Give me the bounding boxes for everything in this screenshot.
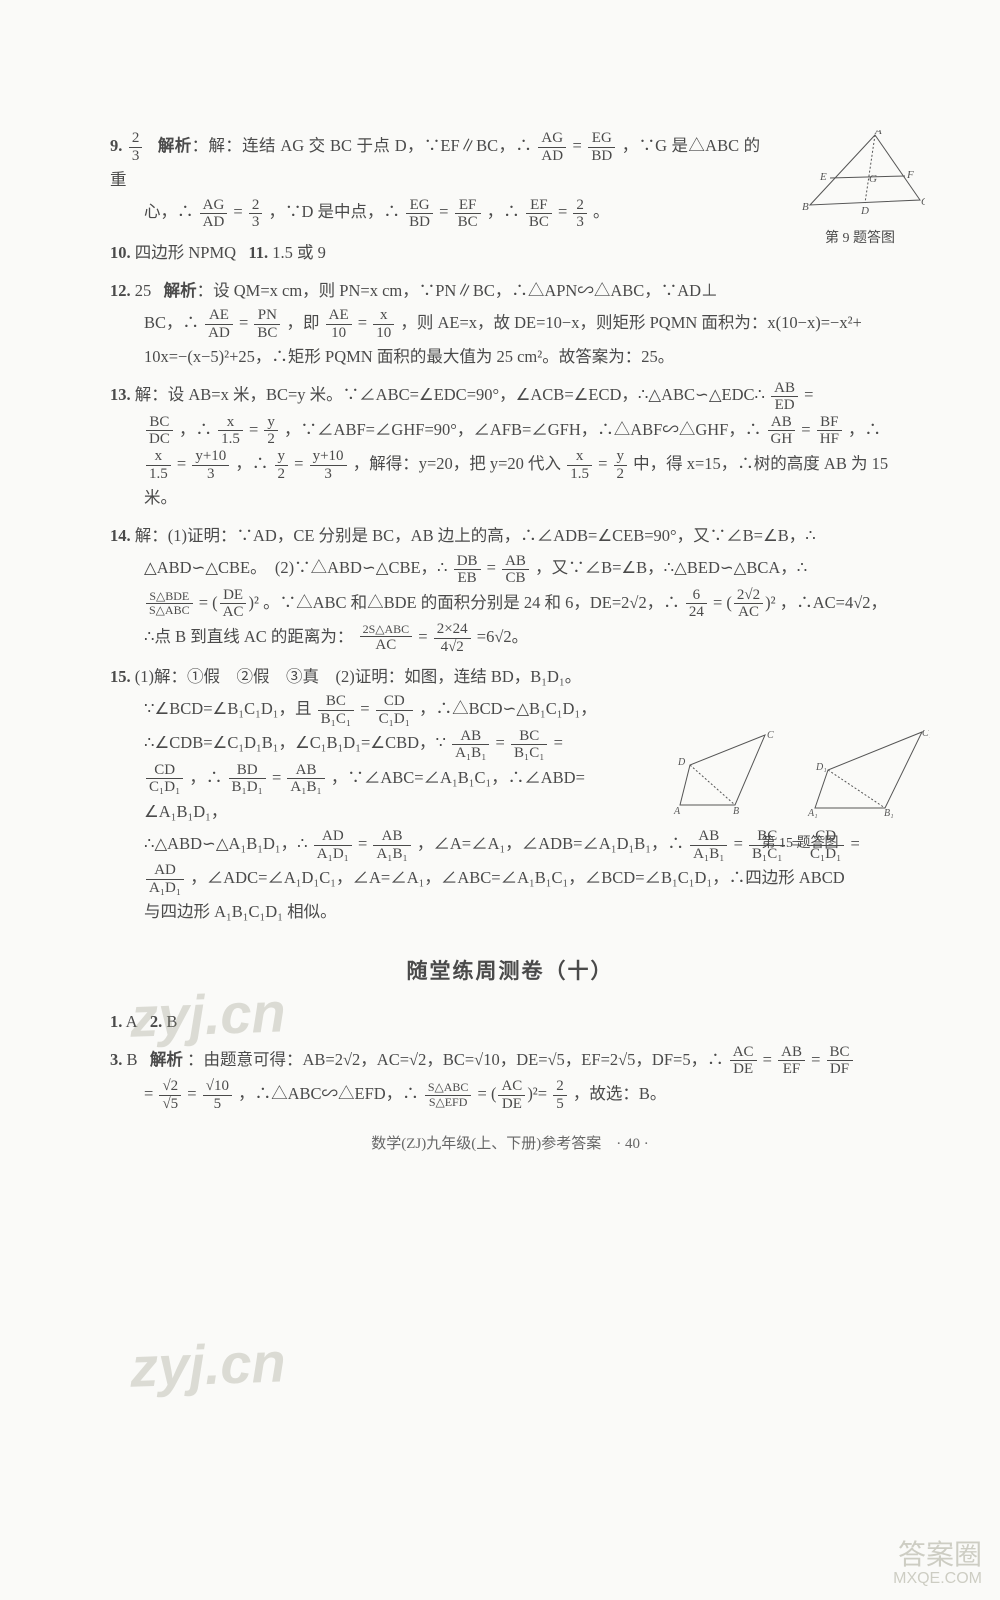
section-title: 随堂练周测卷（十）	[110, 951, 910, 992]
corner-watermark: 答案圈 MXQE.COM	[893, 1540, 982, 1588]
corner-line2: MXQE.COM	[893, 1570, 982, 1588]
svg-text:B: B	[802, 201, 809, 213]
svg-text:A₁: A₁	[807, 808, 818, 819]
q9-num: 9.	[110, 136, 122, 155]
watermark-2: zyj.cn	[128, 1307, 287, 1422]
page: zyj.cn zyj.cn 答案圈 MXQE.COM A B C E F G D…	[0, 0, 1000, 1600]
svg-text:A: A	[874, 130, 882, 137]
q9-label: 解析	[158, 136, 192, 155]
svg-text:D₁: D₁	[815, 762, 827, 773]
question-14: 14. 解：(1)证明：∵AD，CE 分别是 BC，AB 边上的高，∴∠ADB=…	[110, 520, 910, 655]
svg-text:F: F	[906, 169, 914, 181]
svg-text:D: D	[860, 205, 869, 215]
svg-text:C: C	[921, 196, 925, 208]
svg-text:E: E	[819, 171, 827, 183]
svg-text:B₁: B₁	[884, 808, 894, 819]
figure-9: A B C E F G D 第 9 题答图	[790, 130, 930, 253]
svg-text:C₁: C₁	[922, 730, 930, 739]
p2-q3: 3. B 解析 ：由题意可得：AB=2√2，AC=√2，BC=√10，DE=√5…	[110, 1044, 910, 1112]
figure-15-caption: 第 15 题答图	[665, 830, 935, 857]
figure-9-caption: 第 9 题答图	[790, 225, 930, 252]
svg-text:A: A	[673, 806, 681, 817]
page-footer: 数学(ZJ)九年级(上、下册)参考答案 · 40 ·	[110, 1130, 910, 1159]
question-13: 13. 解：设 AB=x 米，BC=y 米。∵∠ABC=∠EDC=90°，∠AC…	[110, 379, 910, 514]
figure-15: A B C D A₁ B₁ C₁ D₁ 第 15 题答图	[665, 730, 935, 858]
svg-text:C: C	[767, 730, 774, 741]
question-12: 12. 25 解析：设 QM=x cm，则 PN=x cm，∵PN∥BC，∴△A…	[110, 275, 910, 374]
corner-line1: 答案圈	[893, 1540, 982, 1571]
p2-q1-q2: 1. A 2. B	[110, 1006, 910, 1038]
svg-text:G: G	[869, 173, 877, 185]
svg-text:D: D	[677, 757, 686, 768]
svg-text:B: B	[733, 806, 739, 817]
